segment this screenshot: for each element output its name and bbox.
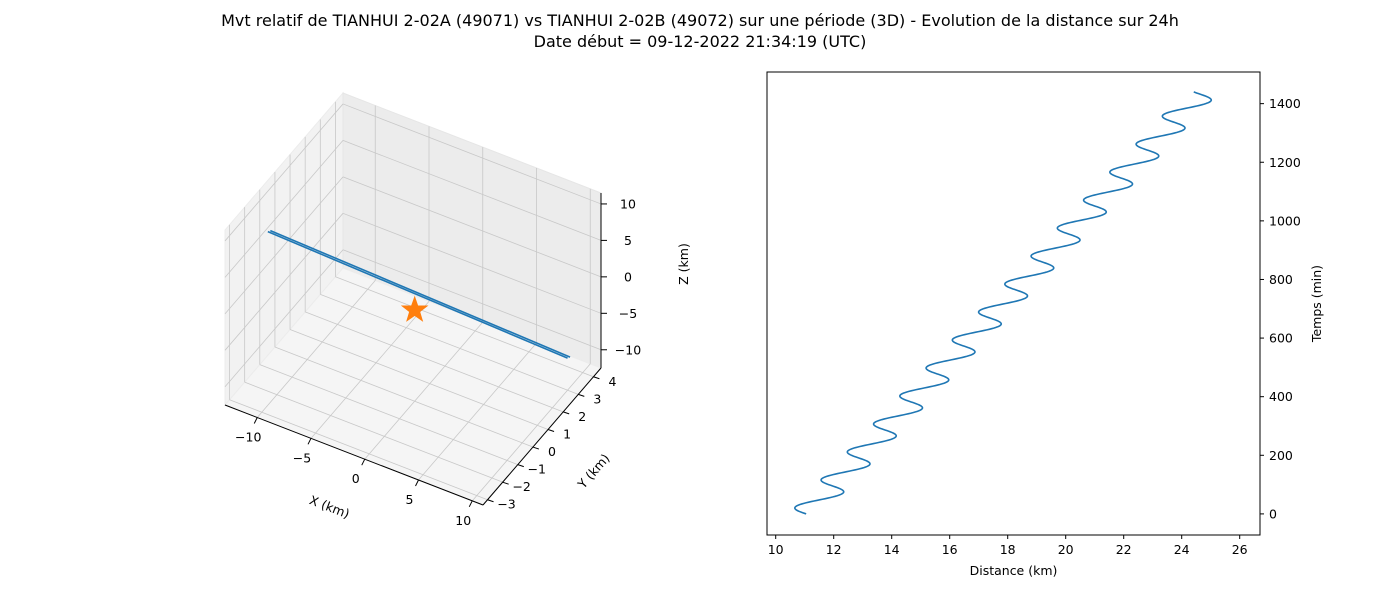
x-tick-mark-3d xyxy=(307,438,312,445)
y-tick-label-2d: 1000 xyxy=(1269,213,1301,228)
z-tick-label-3d: 5 xyxy=(624,233,632,248)
grid-line-3d xyxy=(224,103,344,242)
x-tick-label-2d: 16 xyxy=(942,542,958,557)
y-tick-label-3d: −3 xyxy=(497,497,515,512)
axis-line-3d xyxy=(224,404,484,506)
grid-line-3d xyxy=(335,276,594,378)
y-tick-mark-3d xyxy=(578,393,585,397)
y-tick-label-3d: 3 xyxy=(593,391,601,406)
grid-line-3d xyxy=(259,364,518,465)
plot-frame xyxy=(766,71,1261,536)
grid-line-3d xyxy=(305,311,564,413)
y-tick-label-2d: 1200 xyxy=(1269,155,1301,170)
grid-line-3d xyxy=(224,140,344,278)
grid-line-3d xyxy=(342,249,602,351)
distance-curve xyxy=(793,91,1213,515)
grid-line-3d xyxy=(289,329,549,430)
figure-subtitle: Date début = 09-12-2022 21:34:19 (UTC) xyxy=(534,32,867,51)
trajectory-3d xyxy=(267,229,571,359)
y-tick-mark-3d xyxy=(593,376,600,380)
x-tick-label-3d: −10 xyxy=(235,430,261,445)
x-tick-label-3d: 10 xyxy=(455,513,471,528)
y-tick-label-3d: 0 xyxy=(548,444,556,459)
y-axis-label-3d: Y (km) xyxy=(574,451,613,492)
x-tick-mark-3d xyxy=(253,417,258,424)
y-tick-mark-3d xyxy=(563,411,570,415)
y-tick-label-2d: 400 xyxy=(1269,389,1293,404)
x-tick-label-3d: −5 xyxy=(293,450,311,465)
y-tick-label-3d: 2 xyxy=(578,409,586,424)
x-tick-label-2d: 12 xyxy=(826,542,842,557)
z-axis-label-3d: Z (km) xyxy=(676,243,691,285)
x-tick-label-2d: 22 xyxy=(1116,542,1132,557)
y-ticks-2d: 0 200 400 600 800 1000 1200 1400 xyxy=(1260,96,1301,521)
grid-line-3d xyxy=(224,176,344,315)
figure-title: Mvt relatif de TIANHUI 2-02A (49071) vs … xyxy=(221,11,1179,30)
grid-line-3d xyxy=(244,381,503,483)
grid-3d xyxy=(224,101,602,502)
x-tick-label-2d: 18 xyxy=(1000,542,1016,557)
origin-star-marker xyxy=(400,295,429,322)
x-tick-mark-3d xyxy=(468,500,473,508)
y-tick-mark-3d xyxy=(502,481,509,485)
y-tick-mark-3d xyxy=(487,499,494,503)
grid-line-3d xyxy=(320,293,579,395)
x-ticks-2d: 10 12 14 16 18 20 22 24 26 xyxy=(768,535,1248,557)
grid-line-3d xyxy=(229,399,488,501)
trajectory-pass xyxy=(270,229,571,358)
x-tick-label-3d: 0 xyxy=(352,471,360,486)
grid-line-3d xyxy=(224,213,344,351)
grid-line-3d xyxy=(342,140,602,241)
x-tick-mark-3d xyxy=(361,458,366,466)
x-axis-label-3d: X (km) xyxy=(307,492,351,521)
grid-line-3d xyxy=(342,212,602,314)
y-tick-label-2d: 1400 xyxy=(1269,96,1301,111)
y-tick-label-2d: 0 xyxy=(1269,506,1277,521)
x-tick-label-2d: 10 xyxy=(768,542,784,557)
x-axis-label-2d: Distance (km) xyxy=(970,563,1058,578)
y-tick-mark-3d xyxy=(517,464,524,468)
y-tick-label-3d: 1 xyxy=(563,426,571,441)
y-tick-mark-3d xyxy=(547,429,555,432)
z-tick-label-3d: 0 xyxy=(624,269,632,284)
z-tick-label-3d: −10 xyxy=(615,342,641,357)
grid-line-3d xyxy=(342,176,602,278)
y-tick-label-2d: 200 xyxy=(1269,448,1293,463)
z-tick-label-3d: 10 xyxy=(620,196,636,211)
grid-line-3d xyxy=(224,249,344,388)
y-tick-label-3d: −1 xyxy=(528,462,546,477)
plot-distance-time: 10 12 14 16 18 20 22 24 26 0 200 400 600 800 1000 1200… xyxy=(766,71,1324,578)
x-tick-label-2d: 24 xyxy=(1174,542,1190,557)
y-tick-label-2d: 800 xyxy=(1269,272,1293,287)
x-tick-label-2d: 26 xyxy=(1232,542,1248,557)
grid-line-3d xyxy=(274,346,534,448)
y-tick-label-3d: −2 xyxy=(512,479,530,494)
trajectory-pass xyxy=(267,230,568,359)
x-tick-label-2d: 20 xyxy=(1058,542,1074,557)
y-tick-label-3d: 4 xyxy=(608,374,616,389)
y-tick-label-2d: 600 xyxy=(1269,331,1293,346)
x-tick-label-2d: 14 xyxy=(884,542,900,557)
y-tick-mark-3d xyxy=(532,446,540,450)
z-tick-label-3d: −5 xyxy=(619,306,637,321)
grid-line-3d xyxy=(342,103,602,205)
x-tick-label-3d: 5 xyxy=(406,492,414,507)
x-tick-mark-3d xyxy=(415,479,419,487)
y-axis-label-2d: Temps (min) xyxy=(1309,265,1324,343)
